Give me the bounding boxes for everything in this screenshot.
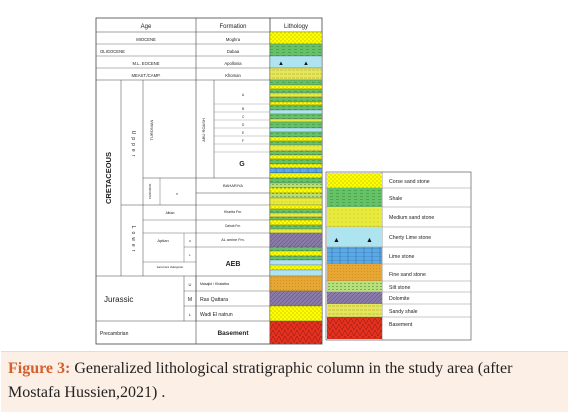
legend-item-cherty-limestone: ▲ ▲ Cherty Lime stone — [327, 227, 431, 247]
aptian-lower: L — [189, 253, 191, 257]
formation-ras-qattara: Ras Qattara — [200, 297, 228, 303]
formation-masajid: Masajid / Khatatba — [200, 282, 229, 286]
formation-dabaa: Dabaa — [227, 49, 240, 54]
chert-icon: ▲ — [366, 237, 373, 244]
period-jurassic: Jurassic — [104, 295, 133, 304]
header-age: Age — [141, 24, 152, 30]
jurassic-upper: U — [189, 282, 192, 287]
member-f: F — [242, 139, 244, 143]
lith-moghra — [269, 31, 323, 45]
period-cretaceous: CRETACEOUS — [104, 152, 113, 204]
jurassic-middle: M — [188, 297, 192, 303]
member-g: G — [239, 161, 245, 168]
header-formation: Formation — [219, 24, 246, 30]
age-eocene: M.L. EOCENE — [133, 61, 160, 66]
age-oligocene: OLIGOCENE — [100, 49, 125, 54]
caption-label: Figure 3: — [8, 360, 71, 377]
legend-item-medium-sandstone: Medium sand stone — [327, 207, 434, 227]
period-precambrian: Precambrian — [100, 331, 129, 337]
stratigraphic-figure: Age Formation Lithology MIOCENE OLIGOCEN… — [95, 17, 472, 345]
member-c: C — [242, 115, 245, 119]
chert-icon: ▲ — [333, 237, 340, 244]
formation-dahab: Dahab Fm. — [225, 224, 241, 228]
legend-label: Medium sand stone — [389, 215, 434, 221]
formation-khoman: Khoman — [225, 73, 241, 78]
stage-cenomanian-part: n — [176, 192, 178, 196]
stage-barremian-valanginian: barremian/ Valanginian — [157, 265, 184, 269]
stage-albian: Albian — [166, 211, 175, 215]
formation-aeb: AEB — [226, 261, 241, 268]
formation-abu-roash: ABU ROASH — [201, 118, 206, 142]
formation-basement: Basement — [217, 330, 249, 337]
stage-cenomanian: CENOMAN. — [148, 183, 152, 199]
legend-label: Silt stone — [389, 285, 410, 291]
apollonia-chert-1: ▲ — [278, 61, 284, 67]
formation-kharita: Kharita Fm. — [224, 210, 242, 214]
legend-item-siltstone: Silt stone — [327, 281, 410, 292]
aptian-upper: U — [189, 239, 191, 243]
figure-caption: Figure 3: Generalized lithological strat… — [1, 351, 568, 412]
legend-label: Fine sand stone — [389, 272, 426, 278]
legend-item-basement: Basement — [327, 317, 413, 339]
formation-bahariya: BAHARIYA — [223, 183, 243, 188]
age-maast-camp: MEAST./CAMP. — [131, 73, 160, 78]
legend-item-dolomite: Dolomite — [327, 292, 410, 304]
epoch-upper: Upper — [130, 131, 136, 160]
formation-apollonia: Apollonia — [224, 61, 242, 66]
legend-item-limestone: Lime stone — [327, 247, 414, 264]
lithology-legend: Corse sand stone Shale Medium sand stone… — [325, 171, 472, 341]
age-miocene: MIOCENE — [136, 37, 156, 42]
member-d: D — [242, 123, 245, 127]
barr-line: barremian/ Valanginian — [157, 265, 184, 269]
epoch-lower: Lower — [130, 226, 136, 255]
stage-aptian: Aptian — [157, 238, 168, 243]
lith-dabaa — [269, 43, 323, 57]
stage-turonian: TURONIAN — [149, 119, 154, 140]
caption-body: Generalized lithological stratigraphic c… — [8, 360, 513, 401]
legend-label: Sandy shale — [389, 309, 418, 315]
member-a: A — [242, 93, 245, 97]
member-b: B — [242, 107, 244, 111]
lith-khoman — [269, 67, 323, 81]
legend-item-coarse-sandstone: Corse sand stone — [327, 173, 430, 188]
formation-wadi-el-natrun: Wadi El natrun — [200, 312, 233, 318]
legend-label: Dolomite — [389, 296, 410, 302]
legend-item-shale: Shale — [327, 188, 402, 207]
lithology-column: ▲ ▲ — [269, 31, 323, 345]
abu-roash-members: A B C D E F G — [214, 93, 270, 168]
jurassic-lower: L — [189, 312, 192, 317]
formation-alamein: AL amine Fm. — [221, 238, 245, 242]
legend-item-fine-sandstone: Fine sand stone — [327, 264, 426, 281]
member-e: E — [242, 131, 244, 135]
header-lithology: Lithology — [284, 24, 308, 30]
apollonia-chert-2: ▲ — [303, 61, 309, 67]
caption-text: Figure 3: Generalized lithological strat… — [8, 357, 564, 405]
legend-label: Basement — [389, 322, 413, 328]
legend-label: Cherty Lime stone — [389, 235, 431, 241]
legend-label: Corse sand stone — [389, 179, 430, 185]
formation-moghra: Moghra — [226, 37, 241, 42]
legend-item-sandy-shale: Sandy shale — [327, 304, 418, 317]
legend-label: Lime stone — [389, 254, 414, 260]
legend-label: Shale — [389, 196, 402, 202]
